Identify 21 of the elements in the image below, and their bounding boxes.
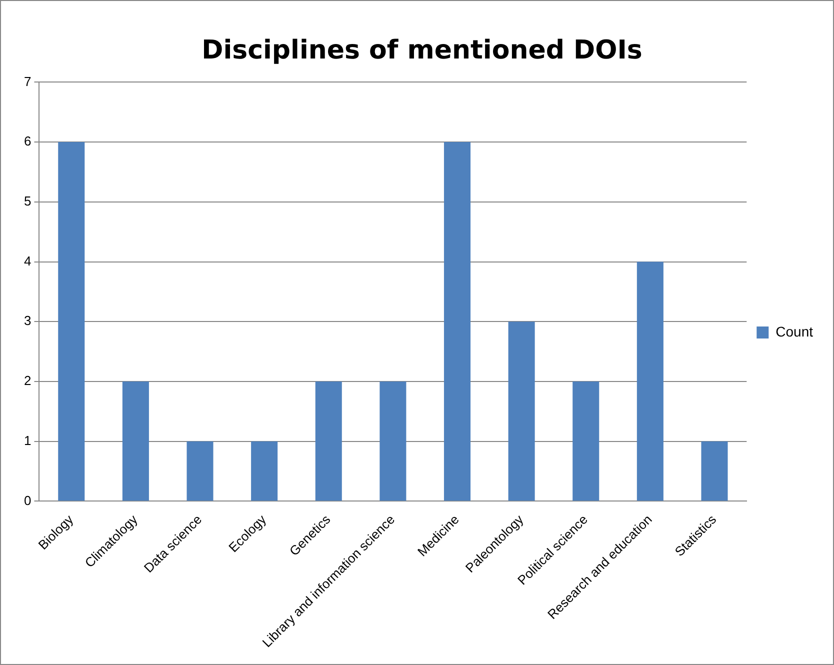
bar: [186, 441, 214, 501]
bar: [251, 441, 278, 501]
bar: [444, 142, 471, 501]
y-tick-label: 6: [24, 134, 32, 149]
bar: [508, 322, 535, 501]
y-tick-label: 7: [24, 74, 32, 89]
bar: [315, 382, 342, 501]
chart-title: Disciplines of mentioned DOIs: [202, 35, 642, 66]
bar: [380, 382, 406, 501]
bar: [636, 262, 664, 501]
bar: [58, 142, 85, 501]
y-tick-label: 0: [24, 492, 32, 508]
y-tick-label: 1: [24, 432, 32, 448]
y-tick-label: 4: [24, 253, 32, 268]
y-tick-label: 2: [24, 373, 32, 388]
legend-label: Count: [776, 323, 814, 340]
bar: [701, 441, 728, 501]
bar: [122, 382, 149, 501]
y-tick-label: 5: [24, 194, 32, 208]
bar: [572, 382, 600, 501]
y-tick-label: 3: [24, 313, 32, 328]
